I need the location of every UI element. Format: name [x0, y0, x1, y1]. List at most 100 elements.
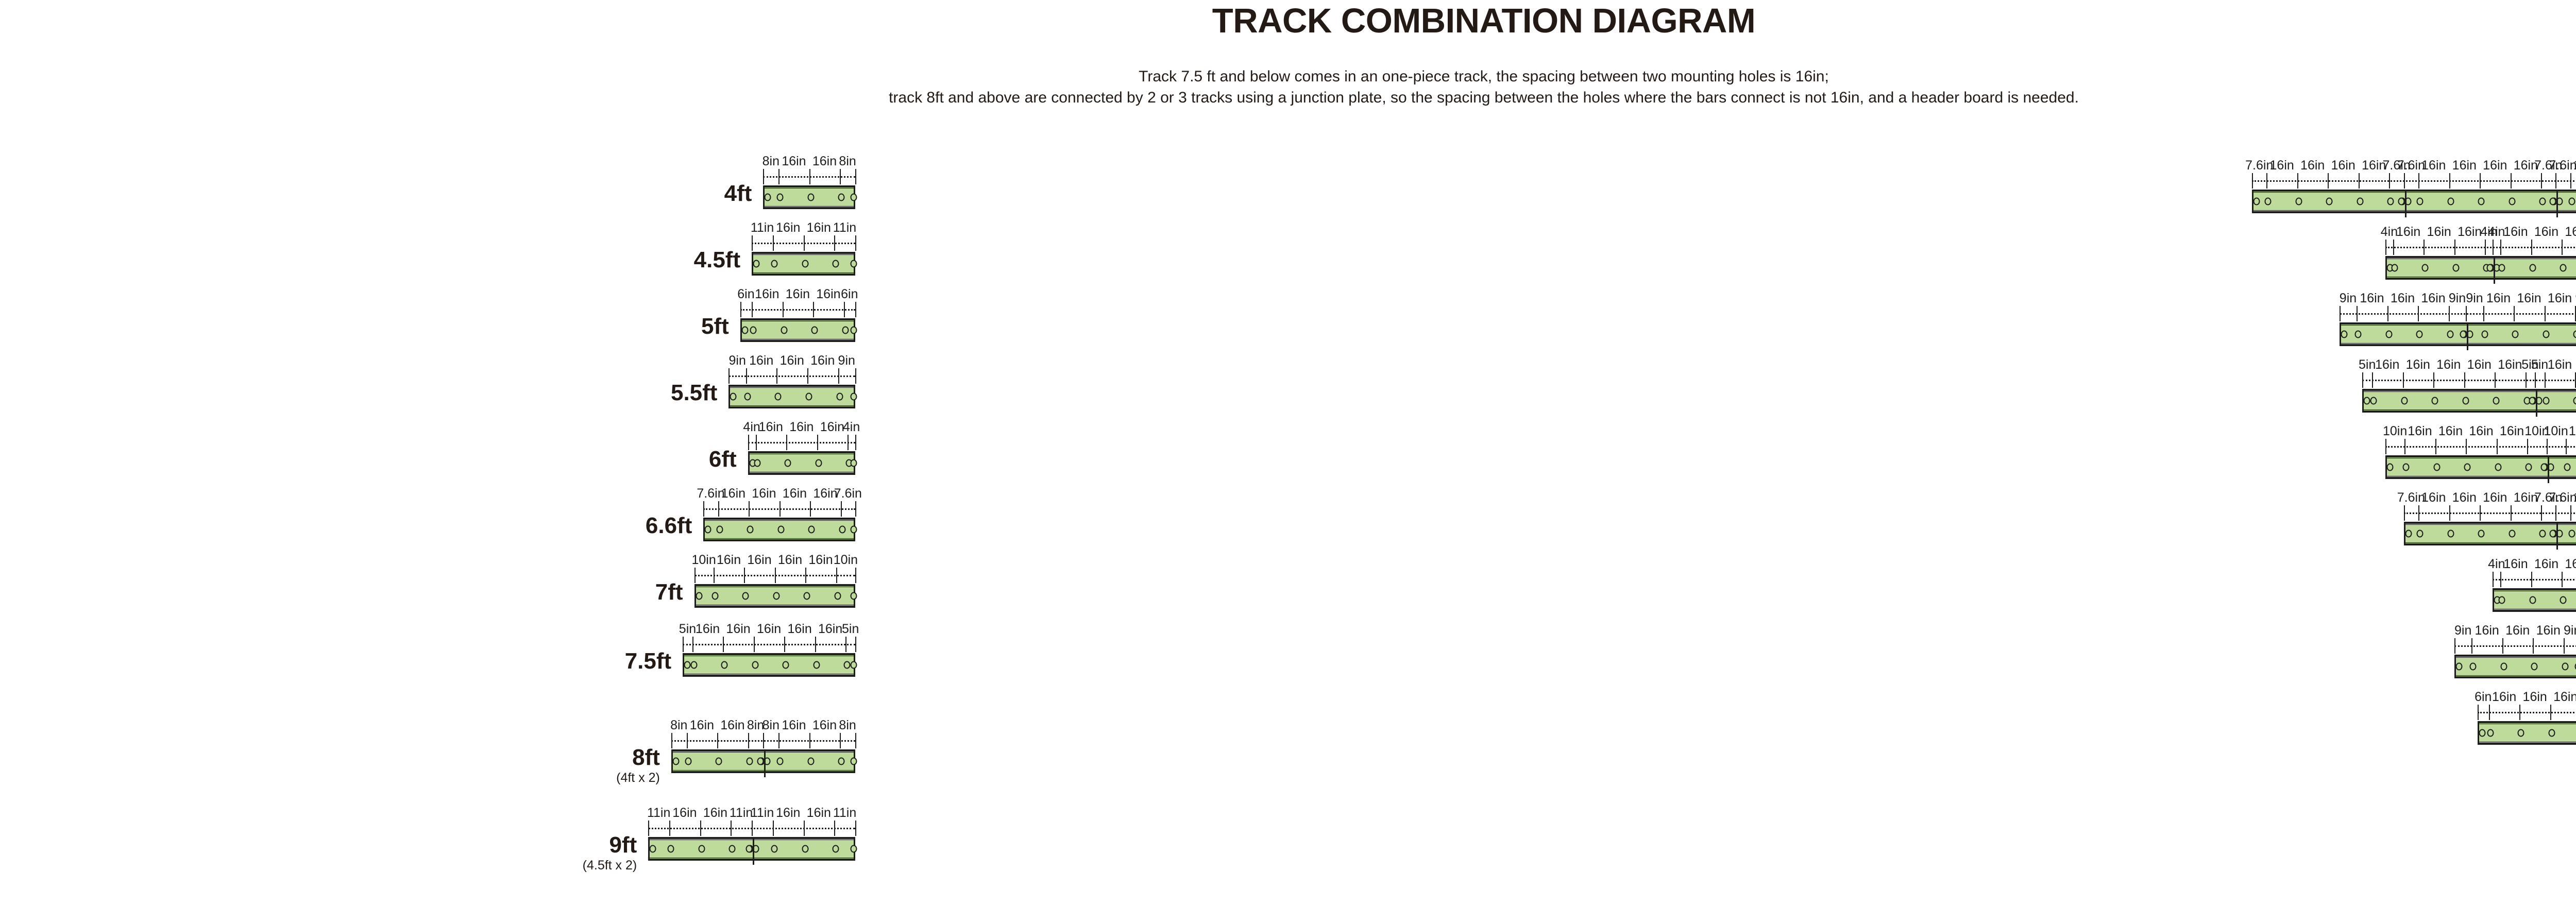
mounting-hole	[690, 661, 698, 669]
mounting-hole	[2509, 529, 2516, 538]
dimension-rule	[748, 442, 855, 443]
dimension-tick	[805, 568, 807, 583]
dimension-tick	[2541, 505, 2543, 521]
track-bar[interactable]	[2252, 190, 2576, 217]
dimension-line: 10in 16in 16in 16in 16in 10in	[691, 554, 858, 583]
mounting-hole	[2295, 197, 2302, 206]
track-bar[interactable]	[2403, 522, 2576, 550]
mounting-hole	[2421, 264, 2429, 272]
dimension-label: 16in	[2534, 557, 2559, 571]
mounting-hole	[2531, 662, 2538, 671]
dimension-label: 16in	[703, 806, 728, 820]
mounting-hole	[2416, 197, 2424, 206]
track-length-label: 6ft	[709, 448, 737, 471]
dimension-tick	[840, 733, 841, 748]
dimension-label: 16in	[721, 486, 746, 501]
track-bar[interactable]	[2493, 588, 2576, 612]
dimension-label: 16in	[818, 622, 843, 636]
dimension-tick	[2328, 173, 2329, 189]
dimension-line: 6in 16in 16in 16in 6in	[737, 288, 858, 317]
dimension-tick	[2435, 439, 2436, 454]
dimension-tick	[2357, 306, 2358, 321]
dimension-tick	[855, 820, 856, 836]
dimension-line: 8in 16in 16in 8in	[762, 155, 856, 184]
subtitle-line-1: Track 7.5 ft and below comes in an one-p…	[1139, 68, 1829, 85]
mounting-hole	[728, 845, 736, 853]
track-bar[interactable]	[2339, 322, 2576, 350]
dimension-rule	[2385, 247, 2576, 248]
track-bar[interactable]	[2454, 655, 2576, 678]
mounting-hole	[2509, 197, 2516, 206]
mounting-hole	[839, 525, 846, 534]
mounting-hole	[747, 525, 754, 534]
dimension-line: 4in 16in 16in 16in 4in	[743, 421, 860, 450]
dimension-tick	[671, 733, 672, 748]
mounting-hole	[850, 260, 857, 268]
dimension-label: 7.6in	[2549, 490, 2576, 505]
dimension-line: 10in16in16in16in16in10in10in16in16in16in…	[2383, 425, 2576, 454]
dimension-label: 16in	[2517, 291, 2541, 305]
dimension-rule	[740, 309, 855, 311]
mounting-hole	[741, 326, 749, 334]
track-bar[interactable]	[694, 584, 857, 608]
dimension-tick	[2418, 306, 2419, 321]
track-bar[interactable]	[728, 385, 857, 408]
dimension-tick	[2514, 306, 2515, 321]
dimension-label: 16in	[2513, 158, 2538, 173]
junction-plate-divider	[2556, 522, 2558, 550]
mounting-hole	[2560, 264, 2567, 272]
dimension-label: 16in	[755, 287, 779, 301]
dimension-tick	[669, 820, 671, 836]
mounting-hole	[2498, 596, 2505, 604]
track-length-label: 5ft	[701, 315, 729, 338]
track-bar[interactable]	[2385, 455, 2576, 483]
dimension-rule	[2403, 512, 2576, 514]
dimension-tick	[749, 501, 750, 517]
track-bar[interactable]	[671, 749, 857, 777]
dimension-tick	[2488, 705, 2490, 720]
dimension-tick	[855, 501, 856, 517]
track-bar[interactable]	[703, 518, 857, 541]
dimension-label: 16in	[2498, 357, 2522, 372]
mounting-hole	[2386, 463, 2394, 471]
mounting-hole	[2363, 397, 2370, 405]
mounting-hole	[773, 592, 780, 600]
dimension-tick	[686, 733, 688, 748]
mounting-hole	[850, 845, 857, 853]
mounting-hole	[2543, 330, 2550, 338]
track-bar[interactable]	[740, 318, 857, 342]
dimension-tick	[2466, 306, 2467, 321]
mounting-hole	[2512, 330, 2519, 338]
dimension-tick	[2448, 306, 2450, 321]
mounting-hole	[750, 326, 757, 334]
track-row: 11in 16in 16in 11in 11in 16in 16in 11in 9ft (4.5f…	[583, 807, 857, 873]
dimension-tick	[2393, 240, 2394, 255]
dimension-label: 16in	[716, 553, 741, 567]
dimension-tick	[2570, 505, 2571, 521]
track-bar[interactable]	[648, 837, 857, 865]
track-bar[interactable]	[2477, 721, 2576, 745]
track-bar[interactable]	[2385, 256, 2576, 284]
track-bar[interactable]	[683, 653, 857, 677]
dimension-tick	[2563, 638, 2565, 654]
dimension-tick	[2385, 240, 2387, 255]
mounting-hole	[2391, 264, 2398, 272]
track-bar[interactable]	[752, 252, 857, 276]
track-bar[interactable]	[2362, 389, 2576, 417]
dimension-label: 8in	[762, 154, 779, 168]
dimension-label: 16in	[2536, 623, 2561, 638]
track-bar[interactable]	[763, 185, 857, 209]
dimension-label: 8in	[762, 718, 779, 732]
mounting-hole	[2341, 330, 2348, 338]
dimension-label: 16in	[2438, 424, 2463, 438]
mounting-hole	[744, 392, 751, 401]
mounting-hole	[805, 392, 812, 401]
dimension-label: 5in	[2531, 357, 2549, 372]
mounting-hole	[2539, 197, 2546, 206]
dimension-tick	[2533, 638, 2534, 654]
dimension-label: 10in	[691, 553, 716, 567]
track-bar[interactable]	[748, 451, 857, 475]
mounting-hole	[2479, 729, 2486, 737]
dimension-rule	[2362, 380, 2576, 381]
dimension-tick	[2424, 240, 2425, 255]
